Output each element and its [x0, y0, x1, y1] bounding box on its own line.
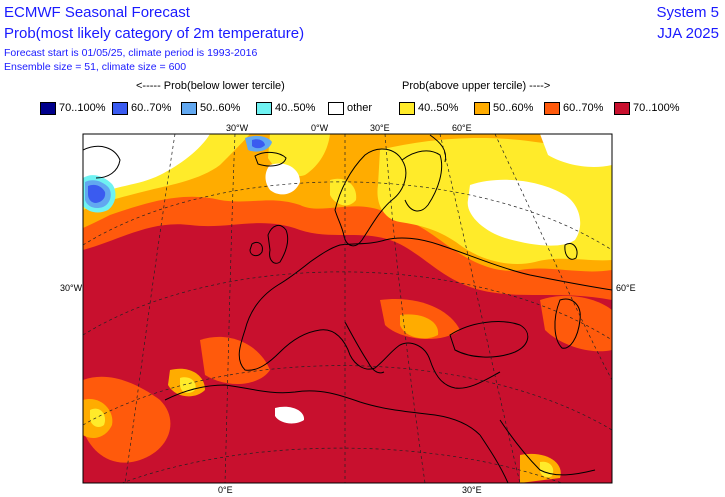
forecast-start-info: Forecast start is 01/05/25, climate peri… — [4, 47, 258, 59]
coast-ural-lake — [564, 243, 578, 260]
coast-finland — [401, 150, 443, 212]
system-label: System 5 — [656, 4, 719, 21]
page-title: ECMWF Seasonal Forecast — [4, 4, 190, 21]
coast-ireland — [249, 241, 263, 257]
page-subtitle: Prob(most likely category of 2m temperat… — [4, 25, 305, 42]
coast-red-sea-west — [479, 434, 509, 483]
probability-field — [83, 134, 612, 483]
coast-italy — [344, 321, 385, 374]
label-right-60e: 60°E — [616, 283, 636, 293]
region-below-60-70 — [88, 184, 106, 203]
region-60-70-iberia — [200, 336, 270, 385]
legend-label: 60..70% — [563, 102, 604, 114]
legend-swatch — [256, 102, 272, 115]
legend-label: 50..60% — [200, 102, 241, 114]
legend-label: 70..100% — [633, 102, 680, 114]
legend-label: 40..50% — [418, 102, 459, 114]
region-40-50-north-sea — [330, 178, 357, 206]
legend-below-heading: <----- Prob(below lower tercile) — [136, 80, 285, 92]
region-60-70-southwest — [83, 376, 171, 463]
meridian-45e — [439, 134, 521, 483]
region-40-50-atlas — [180, 377, 196, 393]
region-50-60-greece — [400, 314, 439, 339]
coast-greenland — [83, 145, 121, 179]
legend-label: 70..100% — [59, 102, 106, 114]
legend-swatch — [181, 102, 197, 115]
coast-black-sea — [449, 321, 529, 358]
region-other-north-atlantic — [83, 134, 210, 200]
label-top-30e: 30°E — [370, 123, 390, 133]
meridian-15w — [224, 134, 236, 483]
region-other-sahara — [275, 406, 305, 424]
coast-europe-north — [244, 237, 612, 331]
ensemble-size-info: Ensemble size = 51, climate size = 600 — [4, 61, 187, 73]
legend-swatch — [399, 102, 415, 115]
season-label: JJA 2025 — [657, 25, 719, 42]
coast-great-britain — [267, 224, 289, 264]
meridian-30e — [384, 134, 426, 483]
map-frame — [82, 133, 613, 484]
coast-north-africa — [164, 384, 481, 436]
legend-label: other — [347, 102, 373, 114]
coast-mediterranean-north — [238, 329, 501, 389]
region-other-arctic — [540, 134, 612, 167]
coastlines — [83, 134, 612, 483]
legend-swatch — [544, 102, 560, 115]
parallel-30n — [121, 447, 563, 483]
legend-swatch — [40, 102, 56, 115]
legend-label: 60..70% — [131, 102, 172, 114]
graticule — [83, 134, 612, 483]
label-bottom-0e: 0°E — [218, 485, 233, 495]
region-other-russia — [467, 179, 581, 246]
region-other-norwegian — [265, 163, 300, 195]
coast-iceland — [254, 151, 287, 167]
label-bottom-30e: 30°E — [462, 485, 482, 495]
label-top-0w: 0°W — [311, 123, 329, 133]
coast-arabia — [499, 419, 596, 476]
legend-label: 50..60% — [493, 102, 534, 114]
legend-swatch — [112, 102, 128, 115]
legend-label: 40..50% — [275, 102, 316, 114]
coast-caspian — [554, 298, 581, 349]
coast-arctic-islands — [429, 134, 447, 163]
meridian-60e — [494, 134, 612, 381]
region-60-70-caspian — [540, 295, 612, 352]
parallel-40n — [83, 365, 612, 431]
region-below-iceland-core — [252, 139, 265, 149]
legend-above-heading: Prob(above upper tercile) ----> — [402, 80, 551, 92]
legend-swatch — [474, 102, 490, 115]
label-left-30w: 30°W — [60, 283, 83, 293]
coast-scandinavia — [334, 148, 407, 247]
meridian-30w — [124, 134, 176, 483]
legend-swatch — [614, 102, 630, 115]
legend-swatch — [328, 102, 344, 115]
label-top-30w: 30°W — [226, 123, 249, 133]
label-top-60e: 60°E — [452, 123, 472, 133]
region-40-50-madeira — [90, 408, 106, 428]
